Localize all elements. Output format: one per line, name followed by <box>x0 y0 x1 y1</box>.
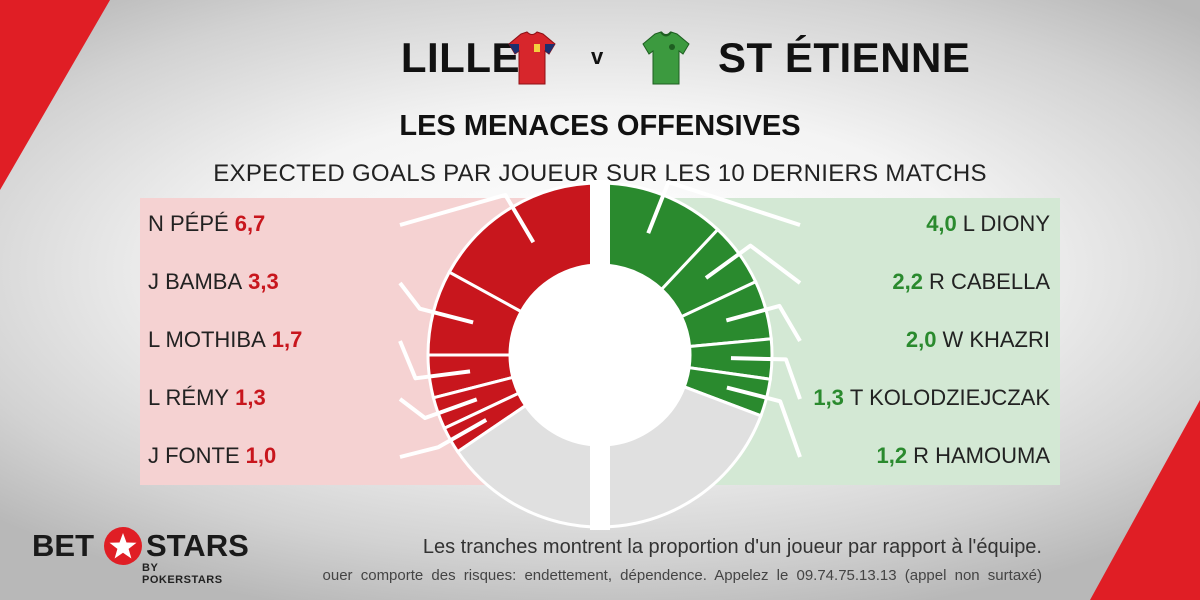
player-name: L RÉMY <box>148 385 230 410</box>
donut-divider <box>590 180 610 530</box>
matchup-header: LILLE v ST ÉTIENNE <box>0 30 1200 86</box>
away-player-panel: 4,0 L DIONY 2,2 R CABELLA 2,0 W KHAZRI 1,3 T… <box>612 198 1060 485</box>
away-player-row: 2,2 R CABELLA <box>892 256 1050 308</box>
page-subtitle: EXPECTED GOALS PAR JOUEUR SUR LES 10 DER… <box>213 160 987 187</box>
brand-bet-text: BET <box>32 528 94 563</box>
player-name: N PÉPÉ <box>148 211 229 236</box>
chart-note: Les tranches montrent la proportion d'un… <box>422 536 1042 558</box>
player-xg: 1,3 <box>235 385 266 410</box>
gambling-disclaimer: ouer comporte des risques: endettement, … <box>322 567 1042 584</box>
player-name: T KOLODZIEJCZAK <box>849 385 1050 410</box>
away-player-row: 1,3 T KOLODZIEJCZAK <box>813 372 1050 424</box>
player-xg: 1,3 <box>813 385 844 410</box>
home-player-row: N PÉPÉ 6,7 <box>148 198 265 250</box>
player-xg: 1,2 <box>876 443 908 468</box>
corner-accent-top-left <box>0 0 110 190</box>
away-player-row: 2,0 W KHAZRI <box>906 314 1050 366</box>
player-name: J FONTE <box>148 443 240 468</box>
player-name: W KHAZRI <box>942 327 1050 352</box>
away-jersey-icon <box>642 31 690 85</box>
home-player-row: J BAMBA 3,3 <box>148 256 279 308</box>
player-xg: 4,0 <box>926 211 957 236</box>
versus-label: v <box>591 44 604 69</box>
page-title: LES MENACES OFFENSIVES <box>399 110 801 142</box>
home-player-row: J FONTE 1,0 <box>148 430 276 482</box>
away-player-row: 4,0 L DIONY <box>926 198 1050 250</box>
player-name: R CABELLA <box>928 269 1050 294</box>
away-player-row: 1,2 R HAMOUMA <box>877 430 1050 482</box>
player-name: L DIONY <box>962 211 1050 236</box>
player-name: J BAMBA <box>148 269 243 294</box>
home-player-row: L RÉMY 1,3 <box>148 372 266 424</box>
home-team-name: LILLE <box>400 34 520 81</box>
brand-stars-text: STARS <box>146 528 249 563</box>
player-name: L MOTHIBA <box>148 327 266 352</box>
away-team-name: ST ÉTIENNE <box>718 34 971 81</box>
brand-subtitle: BY POKERSTARS <box>142 562 223 586</box>
player-xg: 2,0 <box>905 327 937 352</box>
home-player-panel: N PÉPÉ 6,7 J BAMBA 3,3 L MOTHIBA 1,7 L RÉMY… <box>140 198 588 485</box>
player-xg: 3,3 <box>248 269 279 294</box>
corner-accent-bottom-right <box>1090 400 1200 600</box>
player-xg: 1,0 <box>245 443 277 468</box>
player-name: R HAMOUMA <box>913 443 1050 468</box>
star-logo-icon <box>104 527 142 565</box>
home-player-row: L MOTHIBA 1,7 <box>148 314 302 366</box>
player-xg: 6,7 <box>234 211 266 236</box>
home-jersey-icon <box>508 31 556 85</box>
player-xg: 1,7 <box>271 327 303 352</box>
betstars-logo: BET STARS BY POKERSTARS <box>32 525 249 586</box>
player-xg: 2,2 <box>892 269 923 294</box>
